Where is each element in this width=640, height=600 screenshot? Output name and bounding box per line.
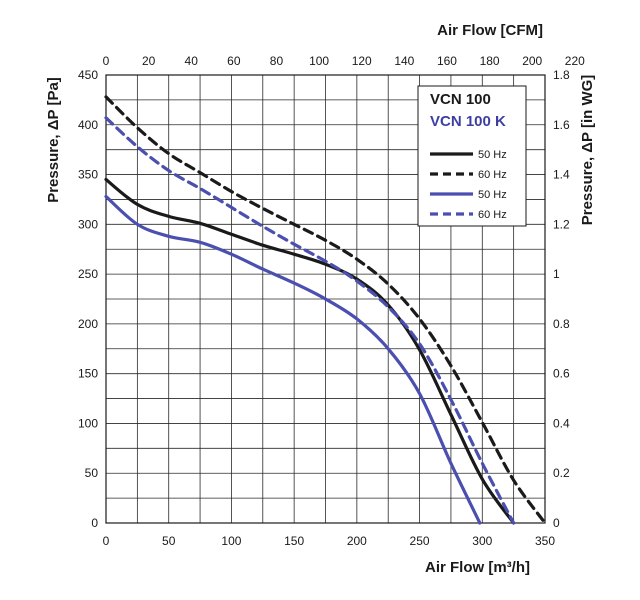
y2-tick-label: 1.6 bbox=[553, 118, 570, 132]
x2-tick-label: 100 bbox=[309, 54, 329, 68]
performance-curves bbox=[104, 95, 547, 525]
y-tick-label: 200 bbox=[78, 317, 98, 331]
y-tick-label: 300 bbox=[78, 217, 98, 231]
grid-lines bbox=[105, 74, 546, 524]
x2-tick-label: 160 bbox=[437, 54, 457, 68]
x2-tick-label: 200 bbox=[522, 54, 542, 68]
x2-tick-label: 80 bbox=[270, 54, 284, 68]
y2-axis-title: Pressure, ΔP [in WG] bbox=[579, 75, 596, 226]
series-line-3 bbox=[104, 194, 482, 525]
y-tick-label: 400 bbox=[78, 118, 98, 132]
y2-tick-label: 1.4 bbox=[553, 168, 570, 182]
plot-frame bbox=[105, 74, 546, 524]
x2-tick-label: 40 bbox=[185, 54, 199, 68]
x2-tick-label: 140 bbox=[394, 54, 414, 68]
legend-label: 60 Hz bbox=[478, 209, 507, 221]
y2-tick-label: 0.4 bbox=[553, 416, 570, 430]
series-line-4 bbox=[104, 116, 516, 525]
y2-tick-label: 0.6 bbox=[553, 367, 570, 381]
x2-tick-label: 20 bbox=[142, 54, 156, 68]
x2-tick-label: 0 bbox=[103, 54, 110, 68]
x-tick-label: 300 bbox=[472, 534, 492, 548]
y-tick-label: 50 bbox=[85, 466, 99, 480]
y-tick-label: 450 bbox=[78, 68, 98, 82]
series-line-2 bbox=[104, 95, 547, 525]
legend-label: 50 Hz bbox=[478, 149, 507, 161]
tick-labels: 0 50 100 150 200 250 300 3500501001502002503003… bbox=[78, 54, 585, 548]
x2-tick-label: 180 bbox=[480, 54, 500, 68]
x-tick-label: 0 bbox=[103, 534, 110, 548]
y-tick-label: 100 bbox=[78, 416, 98, 430]
legend: VCN 100 VCN 100 K 50 Hz 60 Hz 50 Hz 60 Hz bbox=[417, 85, 527, 227]
y2-tick-label: 0 bbox=[553, 516, 560, 530]
x-tick-label: 100 bbox=[221, 534, 241, 548]
y-axis-title: Pressure, ΔP [Pa] bbox=[45, 77, 62, 203]
x2-tick-label: 220 bbox=[565, 54, 585, 68]
x-tick-label: 200 bbox=[347, 534, 367, 548]
x-tick-label: 50 bbox=[162, 534, 176, 548]
x-tick-label: 350 bbox=[535, 534, 555, 548]
legend-box bbox=[417, 85, 527, 227]
y2-tick-label: 1 bbox=[553, 267, 560, 281]
y2-tick-label: 0.2 bbox=[553, 466, 570, 480]
x-axis-title: Air Flow [m³/h] bbox=[425, 559, 530, 576]
legend-title: VCN 100 K bbox=[430, 113, 506, 130]
y2-tick-label: 1.2 bbox=[553, 217, 570, 231]
legend-title: VCN 100 bbox=[430, 91, 491, 108]
x-tick-label: 150 bbox=[284, 534, 304, 548]
legend-label: 60 Hz bbox=[478, 169, 507, 181]
legend-label: 50 Hz bbox=[478, 189, 507, 201]
y-tick-label: 0 bbox=[91, 516, 98, 530]
y-tick-label: 150 bbox=[78, 367, 98, 381]
y-tick-label: 350 bbox=[78, 168, 98, 182]
y2-tick-label: 0.8 bbox=[553, 317, 570, 331]
y2-tick-label: 1.8 bbox=[553, 68, 570, 82]
series-line-1 bbox=[104, 177, 516, 525]
x2-axis-title: Air Flow [CFM] bbox=[437, 22, 543, 39]
x-tick-label: 250 bbox=[410, 534, 430, 548]
x2-tick-label: 120 bbox=[352, 54, 372, 68]
x2-tick-label: 60 bbox=[227, 54, 241, 68]
y-tick-label: 250 bbox=[78, 267, 98, 281]
